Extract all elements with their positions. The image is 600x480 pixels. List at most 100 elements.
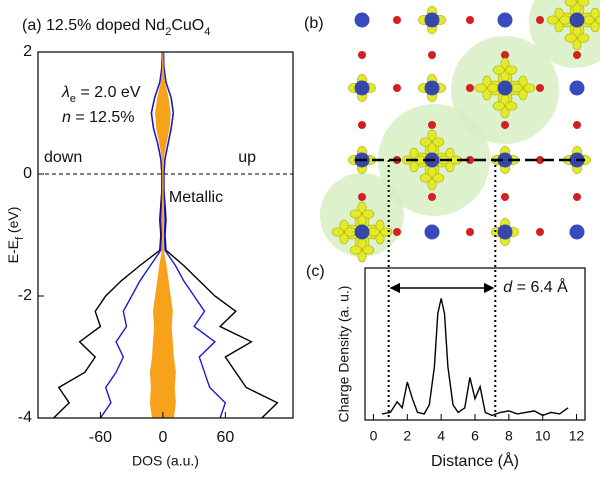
x-tick-label: 2 (403, 428, 411, 444)
copper-atom (424, 12, 440, 28)
orbital-lobe (482, 75, 492, 88)
orbital-lobe (582, 15, 595, 25)
oxygen-atom (573, 193, 581, 201)
dos-line (53, 51, 164, 419)
y-axis-label: E-Ef (eV) (5, 207, 26, 264)
orbital-lobe (344, 227, 357, 237)
orbital-lobe (577, 33, 590, 43)
orbital-lobe (492, 65, 505, 75)
panel-title-part: 2 (165, 26, 171, 38)
dos-line (99, 51, 164, 419)
oxygen-atom (393, 16, 401, 24)
density-line (381, 298, 569, 417)
orbital-lobe (349, 245, 362, 255)
copper-atom (569, 12, 585, 28)
oxygen-atom (358, 193, 366, 201)
orbital-lobe (362, 209, 375, 219)
oxygen-atom (573, 121, 581, 129)
x-axis-label: Distance (Å) (431, 451, 519, 470)
orbital-lobe (487, 83, 500, 93)
spin-up-label: up (238, 149, 256, 166)
copper-atom (424, 80, 440, 96)
oxygen-atom (536, 84, 544, 92)
copper-atom (497, 224, 513, 240)
orbital-lobe (427, 178, 437, 191)
x-tick-label: 12 (569, 428, 585, 444)
copper-atom (569, 80, 585, 96)
panel-title: (a) 12.5% doped Nd2CuO4 (22, 17, 210, 38)
orbital-lobe (474, 83, 487, 93)
oxygen-atom (466, 228, 474, 236)
oxygen-atom (466, 156, 474, 164)
panel-label: (c) (306, 263, 325, 280)
copper-atom (354, 12, 370, 28)
n-label-part: n (62, 109, 71, 126)
lambda-label-part: e (70, 93, 76, 105)
lambda-label-part: = 2.0 eV (76, 84, 141, 101)
orbital-lobe (375, 219, 385, 232)
orbital-lobe (564, 33, 577, 43)
x-tick-label: 6 (471, 428, 479, 444)
dos-line (162, 51, 227, 419)
plot-frame (37, 51, 294, 419)
x-tick-label: -60 (89, 429, 112, 446)
oxygen-atom (358, 121, 366, 129)
panel-title-part: (a) 12.5% doped Nd (22, 17, 165, 34)
orbital-lobe (482, 88, 492, 101)
orbital-lobe (331, 227, 344, 237)
orbital-lobe (590, 20, 600, 33)
lambda-label: λe = 2.0 eV (61, 84, 141, 105)
oxygen-atom (428, 51, 436, 59)
orbital-lobe (500, 106, 510, 119)
copper-atom (497, 12, 513, 28)
oxygen-atom (428, 193, 436, 201)
distance-label: d = 6.4 Å (503, 277, 568, 296)
orbital-lobe (518, 88, 528, 101)
orbital-lobe (357, 250, 367, 263)
x-tick-label: 4 (437, 428, 445, 444)
panel-title-part: 4 (204, 26, 210, 38)
oxygen-atom (393, 84, 401, 92)
oxygen-atom (393, 228, 401, 236)
x-tick-label: 10 (535, 428, 551, 444)
distance-label-part: d (503, 279, 513, 296)
distance-label-part: = 6.4 Å (512, 277, 568, 296)
y-axis-label: Charge Density (a. u.) (336, 286, 352, 423)
dos-area (149, 51, 164, 419)
y-tick-label: -2 (18, 287, 32, 304)
orbital-lobe (427, 129, 437, 142)
oxygen-atom (536, 228, 544, 236)
orbital-lobe (432, 137, 445, 147)
dos-line (162, 51, 279, 419)
orbital-lobe (518, 75, 528, 88)
orbital-lobe (554, 7, 564, 20)
oxygen-atom (428, 121, 436, 129)
orbital-lobe (564, 0, 577, 7)
oxygen-atom (466, 16, 474, 24)
x-tick-label: 8 (505, 428, 513, 444)
orbital-lobe (339, 219, 349, 232)
orbital-lobe (559, 15, 572, 25)
orbital-lobe (500, 57, 510, 70)
orbital-lobe (505, 65, 518, 75)
orbital-lobe (577, 0, 590, 7)
oxygen-atom (536, 16, 544, 24)
copper-atom (424, 224, 440, 240)
orbital-lobe (357, 201, 367, 214)
orbital-lobe (375, 232, 385, 245)
orbital-lobe (419, 173, 432, 183)
orbital-lobe (367, 227, 380, 237)
orbital-lobe (546, 15, 559, 25)
orbital-lobe (362, 245, 375, 255)
panel-title-part: CuO (171, 17, 204, 34)
oxygen-atom (501, 121, 509, 129)
copper-atom (569, 224, 585, 240)
copper-atom (354, 80, 370, 96)
orbital-lobe (505, 101, 518, 111)
oxygen-atom (501, 193, 509, 201)
copper-atom (354, 224, 370, 240)
orbital-lobe (380, 227, 393, 237)
n-label: n = 12.5% (62, 109, 135, 126)
orbital-lobe (523, 83, 536, 93)
